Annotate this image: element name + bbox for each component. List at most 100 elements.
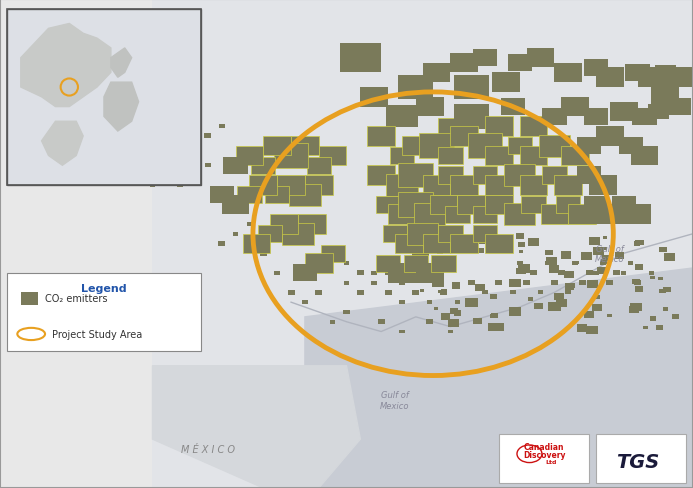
- Bar: [572, 262, 578, 265]
- Bar: [439, 119, 463, 136]
- Bar: [371, 281, 377, 285]
- Bar: [561, 252, 570, 259]
- Text: Ltd: Ltd: [545, 459, 556, 464]
- Bar: [219, 125, 225, 129]
- Polygon shape: [305, 268, 693, 488]
- Bar: [466, 299, 477, 307]
- Bar: [473, 50, 498, 67]
- Bar: [516, 268, 525, 275]
- Bar: [376, 197, 401, 214]
- Bar: [606, 281, 613, 285]
- Bar: [584, 60, 608, 77]
- Bar: [247, 223, 252, 226]
- Bar: [233, 232, 238, 236]
- Bar: [399, 281, 405, 285]
- Bar: [431, 255, 456, 272]
- Bar: [283, 224, 313, 245]
- Bar: [357, 290, 364, 295]
- Bar: [631, 146, 658, 166]
- Text: Gulf of
Mexico: Gulf of Mexico: [595, 244, 624, 264]
- Bar: [629, 307, 639, 314]
- Bar: [597, 267, 607, 274]
- Bar: [426, 320, 433, 325]
- Bar: [473, 318, 482, 325]
- Bar: [407, 224, 438, 245]
- Bar: [430, 195, 457, 215]
- Bar: [584, 311, 594, 318]
- Bar: [388, 205, 416, 224]
- Bar: [344, 281, 349, 285]
- Bar: [658, 277, 663, 281]
- Bar: [549, 265, 559, 273]
- Bar: [520, 146, 547, 166]
- Bar: [454, 311, 462, 316]
- Text: TGS: TGS: [616, 452, 659, 470]
- Bar: [551, 281, 558, 285]
- Bar: [163, 144, 170, 149]
- Bar: [577, 138, 602, 155]
- Bar: [450, 127, 478, 146]
- Bar: [545, 250, 554, 256]
- Bar: [209, 186, 234, 204]
- Bar: [635, 264, 643, 270]
- Bar: [556, 197, 581, 214]
- Bar: [490, 294, 497, 299]
- Bar: [584, 197, 608, 214]
- Bar: [473, 206, 498, 223]
- Bar: [485, 117, 513, 137]
- Bar: [546, 258, 557, 265]
- Bar: [403, 255, 428, 272]
- Bar: [633, 108, 657, 125]
- Bar: [412, 290, 419, 295]
- Bar: [510, 291, 516, 295]
- Bar: [635, 240, 644, 246]
- Bar: [419, 134, 454, 159]
- Bar: [632, 279, 640, 285]
- Bar: [649, 276, 655, 280]
- Bar: [485, 195, 513, 215]
- Bar: [659, 247, 667, 253]
- Bar: [577, 167, 602, 184]
- Bar: [568, 284, 575, 289]
- Bar: [519, 250, 523, 254]
- Bar: [651, 88, 679, 107]
- Text: Canadian: Canadian: [524, 442, 564, 451]
- Bar: [651, 317, 656, 321]
- Bar: [302, 301, 308, 305]
- Bar: [568, 205, 596, 224]
- Bar: [577, 325, 587, 332]
- Bar: [607, 314, 611, 318]
- Bar: [499, 434, 589, 483]
- Bar: [398, 76, 433, 100]
- Bar: [493, 323, 504, 331]
- Bar: [7, 10, 201, 185]
- Bar: [398, 163, 433, 188]
- Bar: [509, 280, 521, 288]
- Bar: [434, 307, 439, 310]
- Bar: [516, 234, 524, 240]
- Bar: [388, 264, 416, 283]
- Bar: [476, 248, 484, 254]
- Bar: [439, 290, 444, 293]
- Bar: [518, 265, 530, 274]
- Bar: [398, 193, 433, 217]
- Bar: [450, 308, 458, 314]
- Bar: [655, 66, 676, 81]
- Bar: [343, 310, 350, 315]
- Bar: [450, 234, 478, 254]
- Bar: [665, 68, 693, 88]
- Bar: [615, 253, 624, 259]
- Bar: [528, 298, 532, 301]
- Bar: [414, 203, 445, 225]
- Bar: [412, 271, 419, 276]
- Bar: [538, 291, 543, 295]
- Bar: [423, 176, 450, 195]
- Bar: [517, 262, 523, 265]
- Bar: [468, 134, 502, 159]
- Bar: [473, 167, 498, 184]
- Bar: [619, 138, 643, 155]
- Bar: [500, 99, 525, 116]
- Bar: [507, 55, 532, 72]
- Bar: [468, 281, 475, 285]
- Bar: [150, 154, 155, 158]
